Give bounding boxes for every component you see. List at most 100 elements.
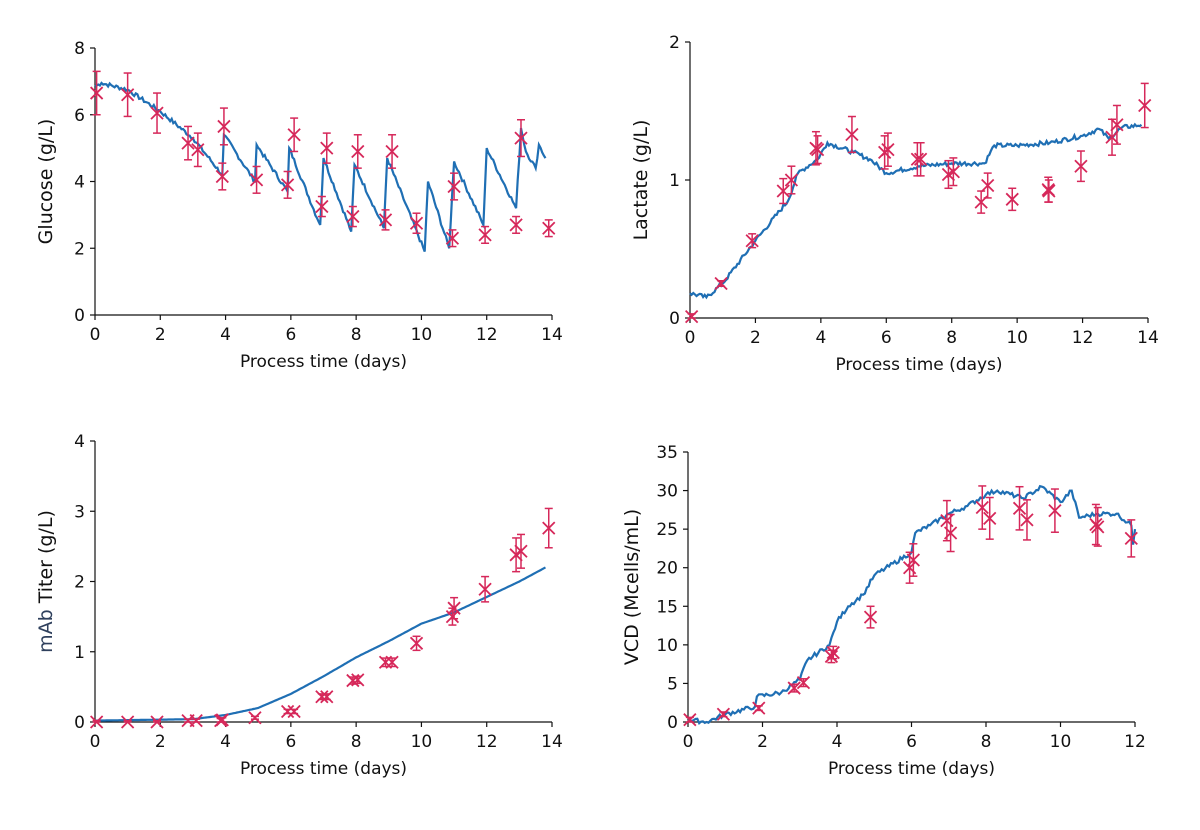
x-axis-label: Process time (days)	[240, 352, 407, 372]
y-axis-label-text: Titer (g/L)	[35, 510, 57, 604]
measured-point	[320, 690, 334, 704]
x-marker	[280, 178, 295, 192]
measured-point	[784, 165, 799, 195]
y-tick-label: 30	[656, 482, 678, 502]
y-axis-label: mAb Titer (g/L)	[35, 510, 57, 653]
x-tick-label: 10	[411, 732, 433, 752]
y-tick-label: 15	[656, 597, 678, 617]
y-tick-label: 0	[667, 713, 678, 733]
x-marker	[514, 131, 528, 145]
measured-point	[378, 209, 393, 231]
measured-point	[826, 645, 840, 660]
x-marker	[378, 213, 393, 227]
measured-point	[150, 92, 164, 134]
x-marker	[981, 178, 995, 193]
x-marker	[514, 544, 528, 558]
x-tick-label: 4	[832, 732, 843, 752]
measured-point	[946, 157, 960, 187]
x-marker	[249, 173, 264, 187]
y-tick-label: 0	[74, 306, 85, 326]
x-marker	[826, 645, 840, 660]
measured-point	[351, 673, 365, 687]
x-axis-label: Process time (days)	[240, 759, 407, 779]
measured-point	[881, 132, 895, 167]
measured-point	[684, 309, 699, 324]
y-axis-label-text: VCD (Mcells/mL)	[621, 509, 643, 665]
x-marker	[943, 526, 958, 540]
x-marker	[215, 713, 229, 727]
x-marker	[1042, 184, 1056, 198]
x-marker	[150, 715, 164, 729]
x-marker	[351, 144, 365, 159]
x-tick-label: 2	[155, 325, 166, 345]
x-marker	[983, 511, 997, 525]
x-marker	[975, 500, 989, 515]
measured-point	[509, 215, 523, 234]
x-marker	[1005, 192, 1019, 206]
measured-point	[1091, 506, 1105, 547]
measured-point	[1074, 150, 1088, 183]
x-tick-label: 14	[1137, 328, 1159, 348]
x-tick-label: 14	[541, 732, 563, 752]
x-marker	[150, 106, 164, 120]
x-marker	[320, 141, 334, 155]
y-tick-label: 2	[669, 33, 680, 53]
x-marker	[684, 309, 699, 324]
measured-point	[346, 205, 360, 228]
x-marker	[315, 199, 329, 214]
x-marker	[881, 143, 895, 157]
measured-point	[181, 125, 195, 161]
x-tick-label: 8	[946, 328, 957, 348]
x-tick-label: 12	[1072, 328, 1094, 348]
y-tick-label: 25	[656, 520, 678, 540]
x-marker	[478, 582, 492, 596]
measured-point	[542, 219, 556, 238]
x-marker	[121, 88, 135, 102]
measured-point	[975, 485, 989, 530]
measured-point	[385, 134, 399, 169]
x-marker	[683, 713, 697, 727]
x-marker	[784, 173, 799, 187]
x-marker	[1110, 118, 1124, 132]
x-tick-label: 6	[881, 328, 892, 348]
x-marker	[824, 649, 839, 664]
x-tick-label: 12	[1124, 732, 1146, 752]
x-tick-label: 6	[285, 325, 296, 345]
model-line	[94, 81, 547, 252]
measured-point	[447, 172, 461, 201]
measured-point	[983, 496, 997, 540]
measured-point	[287, 117, 301, 153]
measured-point	[1048, 488, 1062, 533]
x-marker	[351, 673, 365, 687]
measured-point	[351, 134, 365, 169]
measured-point	[89, 715, 104, 729]
x-marker	[1138, 98, 1152, 113]
y-tick-label: 4	[74, 432, 85, 452]
x-marker	[248, 711, 262, 725]
measured-point	[810, 135, 825, 165]
x-tick-label: 4	[815, 328, 826, 348]
x-marker	[542, 521, 556, 535]
measured-point	[189, 713, 203, 728]
y-axis-label-prefix: mAb	[35, 603, 57, 653]
y-axis-label: VCD (Mcells/mL)	[621, 509, 643, 665]
x-tick-label: 10	[411, 325, 433, 345]
x-tick-label: 0	[90, 732, 101, 752]
x-marker	[189, 713, 203, 728]
y-axis-label-text: Glucose (g/L)	[35, 119, 57, 245]
measured-point	[683, 713, 697, 727]
measured-point	[845, 115, 859, 154]
x-marker	[752, 701, 766, 715]
measured-point	[409, 635, 424, 652]
x-marker	[181, 136, 195, 150]
x-tick-label: 4	[220, 325, 231, 345]
x-tick-label: 10	[1006, 328, 1028, 348]
model-line	[687, 484, 1137, 725]
x-marker	[1091, 520, 1105, 534]
measured-point	[445, 229, 460, 248]
y-tick-label: 2	[74, 573, 85, 593]
measured-point	[409, 212, 424, 234]
measured-point	[478, 225, 492, 244]
measured-point	[514, 119, 528, 158]
